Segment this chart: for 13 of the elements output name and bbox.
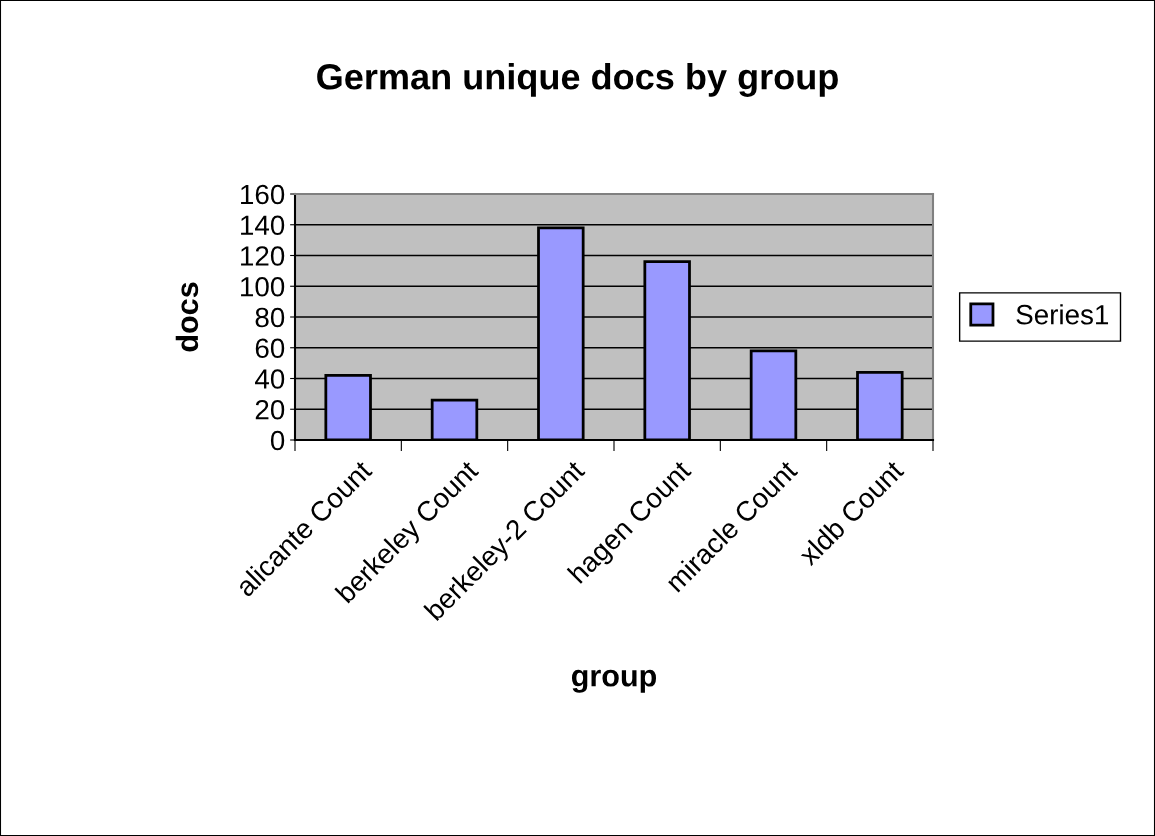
y-tick-label: 40	[255, 369, 285, 389]
chart-title: German unique docs by group	[317, 63, 838, 97]
y-tick-label: 80	[255, 307, 285, 328]
x-axis-title: group	[571, 669, 657, 693]
y-axis-title: docs	[175, 282, 199, 352]
y-tick-label: 160	[241, 184, 285, 205]
legend-label: Series1	[1016, 304, 1109, 325]
y-tick-label: 100	[241, 276, 285, 297]
y-tick-label: 140	[241, 215, 285, 236]
y-tick-label: 120	[241, 246, 285, 266]
y-tick-label: 60	[255, 338, 285, 359]
y-tick-label: 20	[255, 399, 285, 420]
y-tick-label: 0	[270, 430, 285, 451]
